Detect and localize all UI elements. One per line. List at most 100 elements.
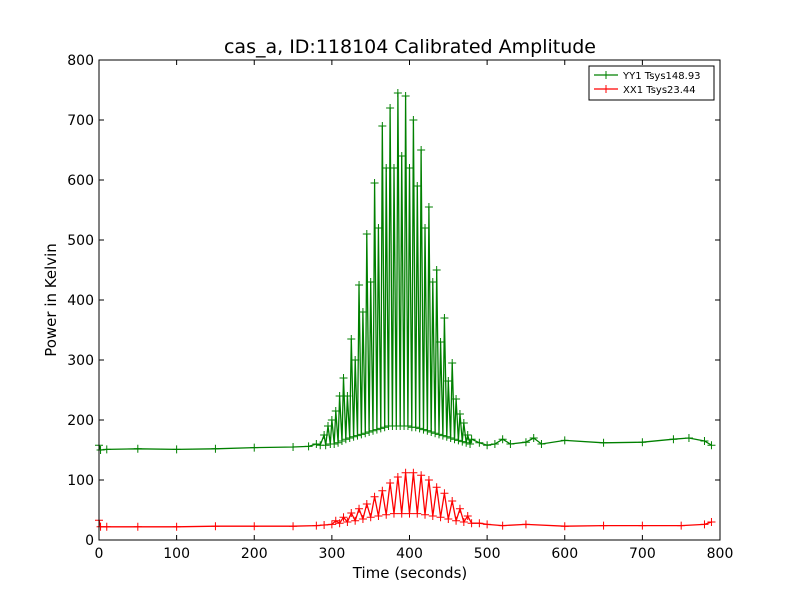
series-1-point-4 bbox=[172, 522, 181, 531]
series-1-point-15 bbox=[347, 509, 356, 517]
series-0-point-59 bbox=[413, 182, 422, 190]
y-tick-label-2: 200 bbox=[67, 413, 94, 429]
series-0-point-38 bbox=[372, 425, 381, 434]
series-0-point-11 bbox=[320, 431, 329, 439]
series-0-point-60 bbox=[415, 424, 424, 433]
series-1-point-30 bbox=[405, 509, 414, 518]
series-0-point-64 bbox=[423, 426, 432, 435]
series-1-point-20 bbox=[366, 513, 375, 522]
series-0-point-37 bbox=[370, 179, 379, 187]
series-0-point-85 bbox=[463, 431, 472, 439]
series-1 bbox=[95, 468, 716, 531]
series-0-point-54 bbox=[403, 422, 412, 430]
x-tick-label-5: 500 bbox=[474, 546, 501, 562]
series-1-point-34 bbox=[421, 510, 430, 519]
series-0-point-90 bbox=[490, 440, 499, 448]
x-axis-label: Time (seconds) bbox=[352, 564, 468, 582]
series-0-point-89 bbox=[483, 441, 492, 450]
y-tick-label-1: 100 bbox=[67, 473, 94, 489]
series-0-point-83 bbox=[459, 419, 468, 427]
series-0-point-78 bbox=[450, 435, 459, 444]
series-1-point-37 bbox=[432, 483, 441, 492]
y-tick-label-6: 600 bbox=[67, 173, 94, 189]
series-0-point-29 bbox=[355, 281, 364, 289]
y-axis-label: Power in Kelvin bbox=[42, 243, 60, 357]
series-0-point-7 bbox=[289, 443, 298, 451]
series-1-point-44 bbox=[459, 518, 468, 526]
series-0-point-67 bbox=[428, 278, 437, 286]
series-0-point-71 bbox=[436, 338, 445, 346]
series-0 bbox=[95, 89, 716, 454]
series-0-point-6 bbox=[250, 443, 259, 452]
series-0-point-2 bbox=[102, 445, 111, 454]
series-1-point-13 bbox=[339, 513, 348, 522]
legend: YY1 Tsys148.93 XX1 Tsys23.44 bbox=[588, 65, 715, 101]
series-0-point-16 bbox=[330, 440, 339, 448]
series-1-point-12 bbox=[335, 519, 344, 528]
series-1-point-32 bbox=[413, 509, 422, 518]
series-0-point-99 bbox=[669, 435, 678, 444]
x-tick-label-8: 800 bbox=[707, 546, 734, 562]
series-0-point-32 bbox=[361, 429, 370, 438]
series-0-point-88 bbox=[475, 438, 484, 447]
series-0-point-26 bbox=[349, 432, 358, 441]
series-0-point-49 bbox=[393, 89, 402, 97]
series-0-point-100 bbox=[684, 434, 693, 442]
x-tick-label-6: 600 bbox=[551, 546, 578, 562]
series-1-point-2 bbox=[102, 522, 111, 531]
series-0-point-79 bbox=[452, 395, 461, 403]
series-0-point-31 bbox=[358, 308, 367, 316]
series-1-point-10 bbox=[327, 520, 336, 529]
series-0-point-25 bbox=[347, 335, 356, 343]
series-0-point-63 bbox=[421, 224, 430, 232]
series-1-point-42 bbox=[452, 516, 461, 525]
series-0-point-69 bbox=[432, 266, 441, 274]
series-1-point-19 bbox=[362, 500, 371, 508]
series-1-point-38 bbox=[436, 513, 445, 522]
series-1-point-56 bbox=[707, 518, 716, 526]
series-1-point-22 bbox=[374, 512, 383, 520]
series-1-point-35 bbox=[424, 476, 433, 484]
series-0-point-68 bbox=[431, 429, 440, 438]
series-1-point-46 bbox=[467, 519, 476, 528]
x-tick-label-2: 200 bbox=[241, 546, 268, 562]
y-tick-label-4: 400 bbox=[67, 293, 94, 309]
legend-label-0: YY1 Tsys148.93 bbox=[622, 71, 701, 82]
series-0-point-17 bbox=[331, 407, 340, 415]
legend-box bbox=[588, 65, 715, 101]
y-tick-label-5: 500 bbox=[67, 233, 94, 249]
series-1-point-28 bbox=[397, 509, 406, 518]
series-1-point-21 bbox=[370, 492, 379, 501]
series-0-point-62 bbox=[419, 425, 428, 434]
series-0-point-74 bbox=[442, 432, 451, 441]
series-0-point-102 bbox=[707, 441, 716, 450]
x-tick-label-1: 100 bbox=[163, 546, 190, 562]
series-1-point-3 bbox=[133, 522, 142, 531]
series-0-point-57 bbox=[409, 116, 418, 124]
series-0-point-47 bbox=[389, 164, 398, 172]
series-0-point-91 bbox=[498, 435, 507, 444]
series-0-point-1 bbox=[96, 446, 105, 454]
series-1-point-14 bbox=[343, 518, 352, 526]
series-0-point-53 bbox=[401, 92, 410, 100]
series-0-point-58 bbox=[411, 423, 420, 432]
series-1-point-8 bbox=[312, 521, 321, 530]
series-0-point-18 bbox=[334, 438, 343, 447]
series-0-point-96 bbox=[560, 436, 569, 445]
series-0-point-87 bbox=[467, 435, 476, 444]
series-0-point-34 bbox=[365, 428, 374, 436]
series-1-point-52 bbox=[599, 521, 608, 530]
series-0-point-70 bbox=[434, 430, 443, 439]
series-0-point-22 bbox=[341, 435, 350, 444]
series-1-point-50 bbox=[521, 520, 530, 529]
series-0-point-95 bbox=[537, 440, 546, 448]
series-0-point-72 bbox=[438, 431, 447, 440]
series-0-point-23 bbox=[343, 392, 352, 400]
series-1-point-23 bbox=[378, 486, 387, 495]
series-0-point-40 bbox=[376, 424, 385, 433]
series-0-point-33 bbox=[362, 230, 371, 238]
series-0-point-77 bbox=[448, 359, 457, 367]
series-1-point-31 bbox=[409, 468, 418, 477]
legend-label-1: XX1 Tsys23.44 bbox=[623, 85, 696, 96]
